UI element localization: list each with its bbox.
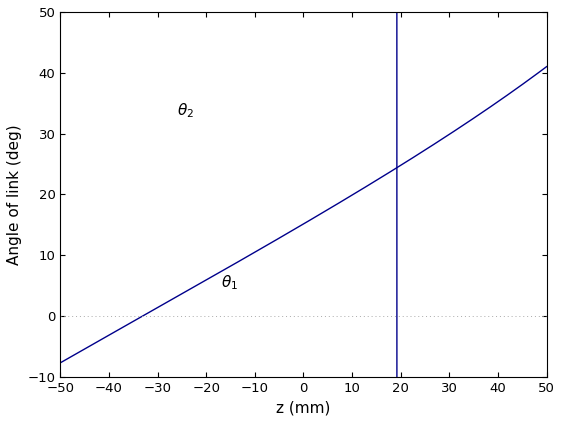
Text: $\theta_1$: $\theta_1$ <box>221 273 238 292</box>
X-axis label: z (mm): z (mm) <box>277 400 330 415</box>
Y-axis label: Angle of link (deg): Angle of link (deg) <box>7 124 22 265</box>
Text: $\theta_2$: $\theta_2$ <box>177 101 194 120</box>
